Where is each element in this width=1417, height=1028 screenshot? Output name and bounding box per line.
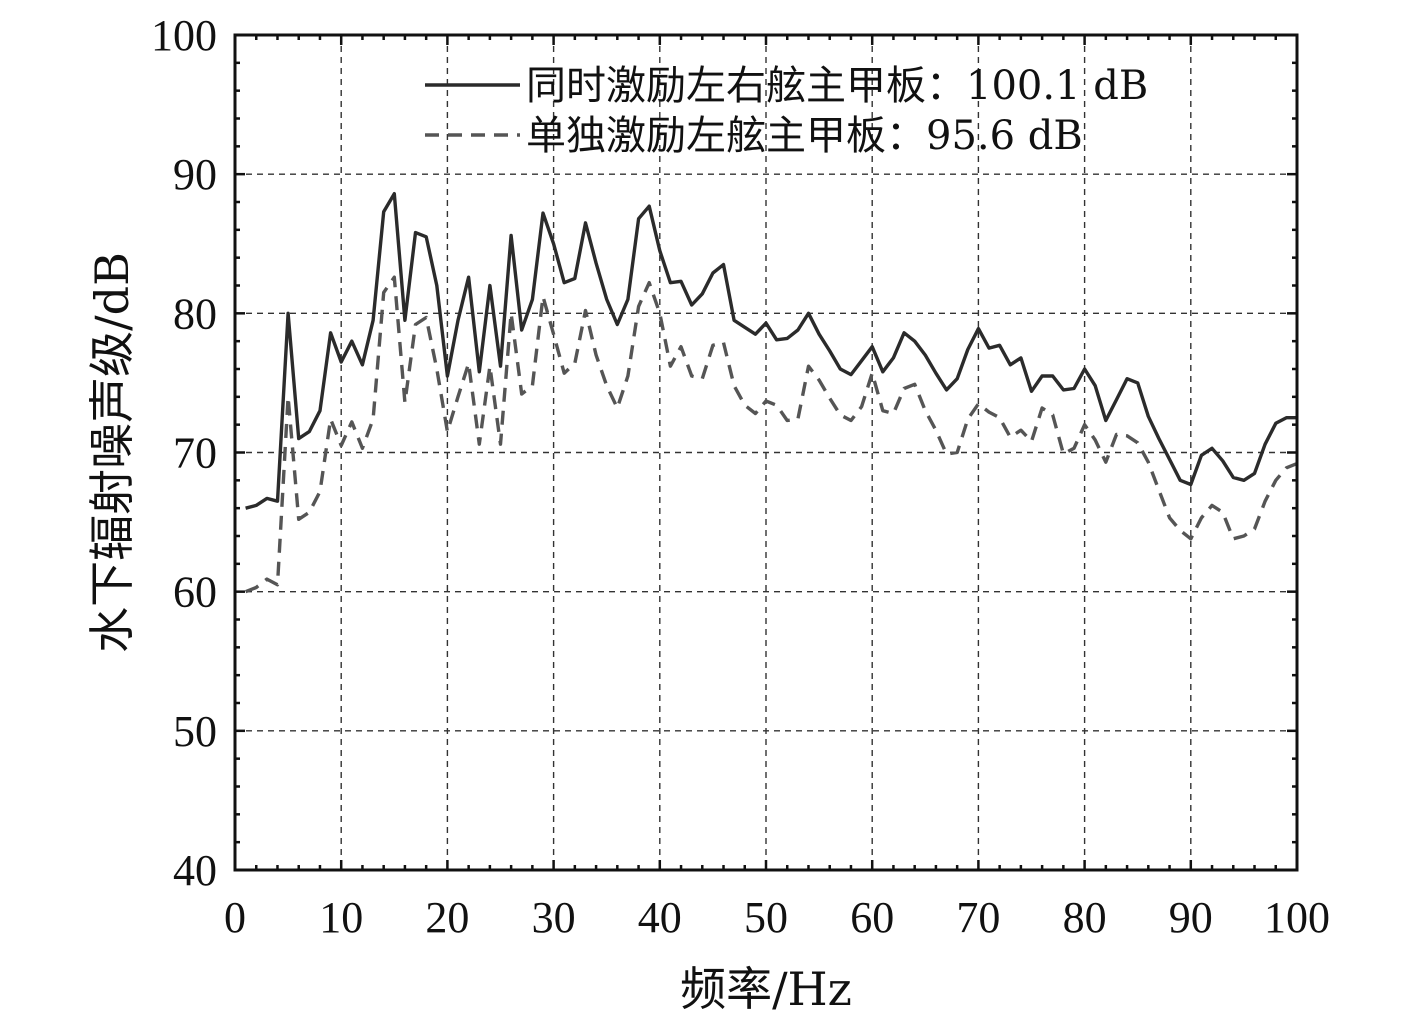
y-tick-label: 90 [173, 150, 217, 199]
series-line-1 [245, 191, 1297, 510]
x-tick-label: 20 [425, 893, 469, 942]
x-tick-label: 10 [319, 893, 363, 942]
legend-label-1: 同时激励左右舷主甲板：100.1 dB [526, 63, 1148, 109]
x-tick-label: 40 [638, 893, 682, 942]
x-tick-label: 80 [1063, 893, 1107, 942]
x-tick-label: 100 [1264, 893, 1330, 942]
x-tick-label: 90 [1169, 893, 1213, 942]
y-axis-label: 水下辐射噪声级/dB [85, 252, 139, 653]
legend-label-2: 单独激励左舷主甲板：95.6 dB [526, 113, 1083, 159]
y-tick-label: 80 [173, 289, 217, 338]
y-tick-label: 40 [173, 846, 217, 895]
y-tick-label: 100 [151, 11, 217, 60]
axis-ticks [233, 33, 1299, 872]
x-tick-label: 30 [532, 893, 576, 942]
x-tick-label: 60 [850, 893, 894, 942]
x-tick-label: 70 [956, 893, 1000, 942]
x-tick-labels: 0 10 20 30 40 50 60 70 80 90 100 [224, 893, 1330, 942]
grid-lines [235, 35, 1297, 870]
y-tick-label: 60 [173, 568, 217, 617]
y-tick-labels: 40 50 60 70 80 90 100 [151, 11, 217, 895]
y-tick-label: 70 [173, 429, 217, 478]
x-axis-label: 频率/Hz [680, 962, 852, 1016]
x-tick-label: 0 [224, 893, 246, 942]
series-lines [244, 191, 1298, 594]
x-tick-label: 50 [744, 893, 788, 942]
series-line-2 [244, 275, 1298, 594]
y-tick-label: 50 [173, 707, 217, 756]
